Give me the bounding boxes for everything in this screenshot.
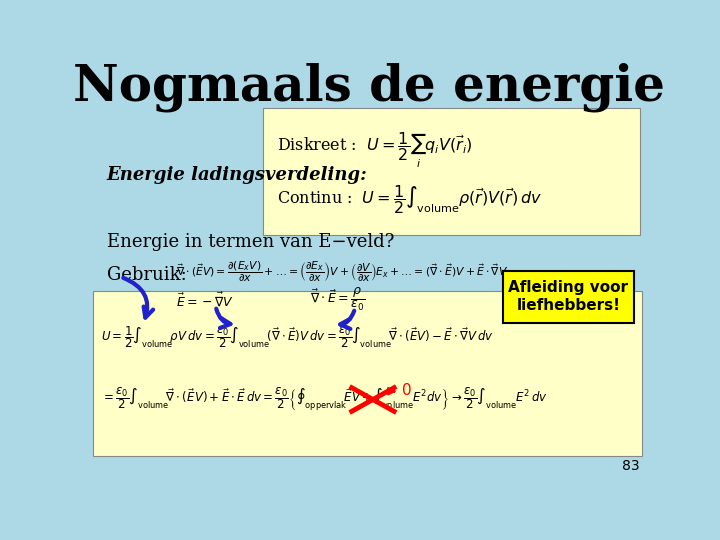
FancyBboxPatch shape	[503, 271, 634, 322]
Text: 83: 83	[622, 459, 639, 473]
Text: Energie ladingsverdeling:: Energie ladingsverdeling:	[107, 166, 367, 184]
Text: Energie in termen van E−veld?: Energie in termen van E−veld?	[107, 233, 394, 251]
Text: Diskreet :  $U = \dfrac{1}{2}\sum_i q_i V(\vec{r}_i)$: Diskreet : $U = \dfrac{1}{2}\sum_i q_i V…	[277, 130, 473, 170]
FancyBboxPatch shape	[263, 109, 639, 235]
Text: $U=\dfrac{1}{2}\int_{\mathrm{volume}}\!\rho V\,dv =\dfrac{\varepsilon_0}{2}\int_: $U=\dfrac{1}{2}\int_{\mathrm{volume}}\!\…	[101, 324, 494, 350]
FancyBboxPatch shape	[93, 292, 642, 456]
Text: $=\dfrac{\varepsilon_0}{2}\int_{\mathrm{volume}}\!\vec{\nabla}\cdot(\vec{E}V)+\v: $=\dfrac{\varepsilon_0}{2}\int_{\mathrm{…	[101, 386, 548, 413]
Text: Nogmaals de energie: Nogmaals de energie	[73, 63, 665, 112]
Text: Gebruik:: Gebruik:	[107, 266, 186, 284]
Text: $\vec{\nabla}\cdot\vec{E}=\dfrac{\rho}{\varepsilon_0}$: $\vec{\nabla}\cdot\vec{E}=\dfrac{\rho}{\…	[310, 286, 366, 313]
Text: $\vec{E}=-\vec{\nabla}V$: $\vec{E}=-\vec{\nabla}V$	[176, 291, 235, 308]
Text: $\vec{\nabla}\cdot(\vec{E}V)=\dfrac{\partial(E_x V)}{\partial x}+\ldots=\left(\d: $\vec{\nabla}\cdot(\vec{E}V)=\dfrac{\par…	[176, 259, 508, 284]
Text: Afleiding voor
liefhebbers!: Afleiding voor liefhebbers!	[508, 280, 629, 313]
Text: Continu :  $U = \dfrac{1}{2}\int_{\mathrm{volume}} \rho(\vec{r})V(\vec{r})\,dv$: Continu : $U = \dfrac{1}{2}\int_{\mathrm…	[277, 184, 542, 217]
Text: $0$: $0$	[401, 382, 412, 399]
